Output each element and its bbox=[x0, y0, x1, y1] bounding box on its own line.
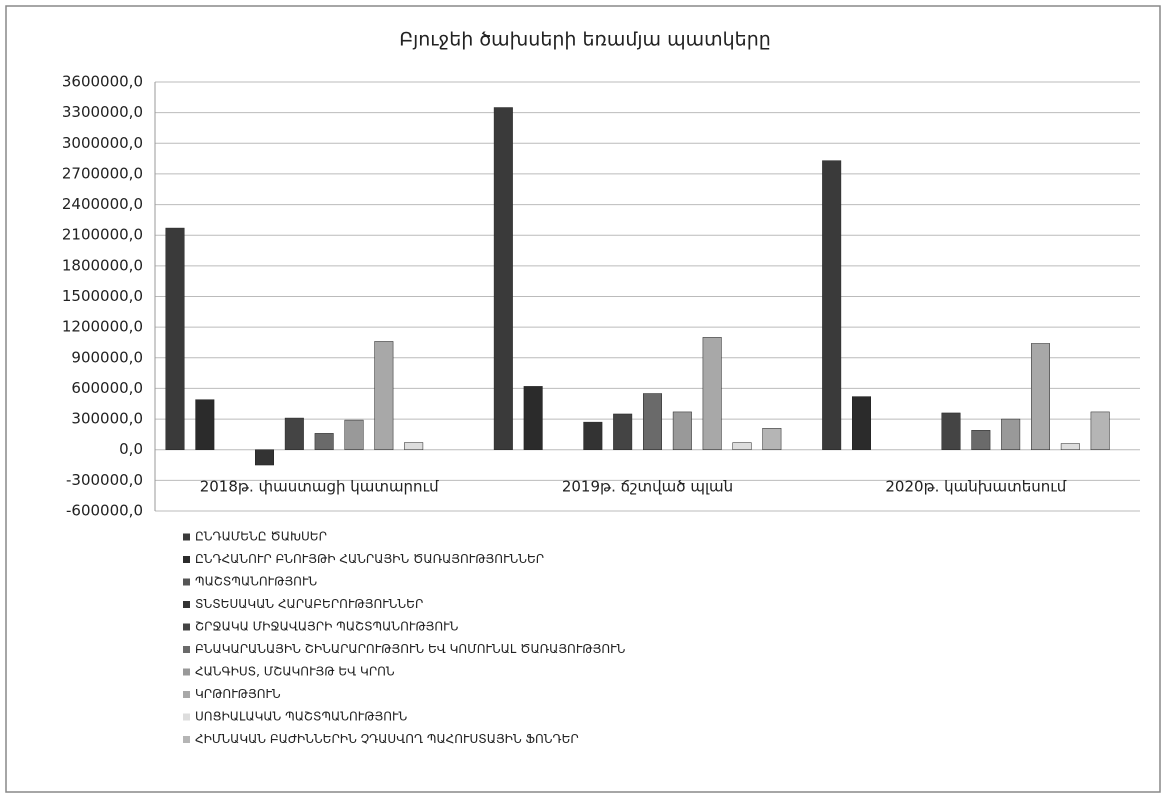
bar bbox=[523, 386, 543, 450]
bar bbox=[643, 393, 662, 450]
legend-swatch bbox=[183, 668, 190, 676]
bar bbox=[732, 442, 752, 450]
y-tick-label: -300000,0 bbox=[66, 471, 143, 489]
legend-swatch bbox=[183, 623, 190, 631]
y-tick-label: -600000,0 bbox=[66, 502, 143, 520]
bar bbox=[583, 421, 603, 450]
chart-border bbox=[5, 5, 1161, 793]
y-tick-label: 300000,0 bbox=[71, 410, 143, 428]
bar bbox=[941, 412, 961, 450]
chart-title: Բյուջեի ծախսերի եռամյա պատկերը bbox=[399, 29, 771, 51]
legend-swatch bbox=[183, 533, 190, 541]
bar bbox=[672, 411, 692, 450]
legend-label: ՏՆՏԵՍԱԿԱՆ ՀԱՐԱԲԵՐՈՒԹՅՈՒՆՆԵՐ bbox=[195, 597, 423, 611]
legend-swatch bbox=[183, 578, 190, 586]
bar bbox=[613, 413, 633, 450]
y-tick-label: 3000000,0 bbox=[62, 134, 143, 152]
legend-label: ԸՆԴԱՄԵՆԸ ԾԱԽՍԵՐ bbox=[195, 530, 327, 544]
legend-label: ԸՆԴՀԱՆՈՒՐ ԲՆՈՒՅԹԻ ՀԱՆՐԱՅԻՆ ԾԱՌԱՅՈՒԹՅՈՒՆՆ… bbox=[195, 552, 544, 566]
bar bbox=[822, 160, 842, 450]
legend-swatch bbox=[183, 736, 190, 743]
x-tick-label: 2020թ. կանխատեսում bbox=[885, 478, 1066, 496]
bar bbox=[374, 341, 394, 450]
bar bbox=[1090, 411, 1110, 450]
legend-label: ՀԱՆԳԻՍՏ, ՄՇԱԿՈՒՅԹ ԵՎ ԿՐՈՆ bbox=[195, 665, 395, 679]
x-tick-label: 2019թ. ճշտված պլան bbox=[562, 478, 733, 496]
bar bbox=[404, 442, 424, 450]
y-tick-label: 3600000,0 bbox=[62, 73, 143, 91]
legend-swatch bbox=[183, 691, 190, 698]
y-tick-label: 600000,0 bbox=[71, 379, 143, 397]
legend-label: ՇՐՋԱԿԱ ՄԻՋԱՎԱՅՐԻ ՊԱՇՏՊԱՆՈՒԹՅՈՒՆ bbox=[195, 620, 459, 634]
bar bbox=[344, 419, 364, 450]
legend-swatch bbox=[183, 646, 190, 653]
bar bbox=[1031, 343, 1050, 450]
y-tick-label: 3300000,0 bbox=[62, 103, 143, 121]
y-tick-label: 2400000,0 bbox=[62, 195, 143, 213]
bar bbox=[314, 433, 334, 450]
x-tick-label: 2018թ. փաստացի կատարում bbox=[200, 478, 439, 496]
legend-label: ԿՐԹՈՒԹՅՈՒՆ bbox=[195, 687, 281, 701]
bar bbox=[852, 396, 871, 450]
y-tick-label: 900000,0 bbox=[71, 348, 143, 366]
legend-swatch bbox=[183, 713, 190, 721]
y-tick-label: 1200000,0 bbox=[62, 318, 143, 336]
bar bbox=[702, 337, 722, 450]
bar bbox=[762, 428, 782, 450]
y-tick-label: 0,0 bbox=[119, 440, 143, 458]
bar bbox=[1001, 418, 1021, 450]
y-tick-label: 1500000,0 bbox=[62, 287, 143, 305]
y-tick-label: 2100000,0 bbox=[62, 226, 143, 244]
legend-label: ՍՈՑԻԱԼԱԿԱՆ ՊԱՇՏՊԱՆՈՒԹՅՈՒՆ bbox=[195, 710, 408, 724]
bar bbox=[165, 227, 185, 450]
legend-swatch bbox=[183, 556, 190, 563]
bar bbox=[971, 430, 991, 450]
bar bbox=[493, 107, 513, 450]
y-tick-label: 1800000,0 bbox=[62, 256, 143, 274]
legend-label: ՀԻՄՆԱԿԱՆ ԲԱԺԻՆՆԵՐԻՆ ՉԴԱՍՎՈՂ ՊԱՀՈՒՍՏԱՅԻՆ … bbox=[195, 732, 579, 746]
y-tick-label: 2700000,0 bbox=[62, 164, 143, 182]
legend-label: ՊԱՇՏՊԱՆՈՒԹՅՈՒՆ bbox=[195, 575, 317, 589]
bar bbox=[1060, 443, 1080, 450]
legend-swatch bbox=[183, 601, 190, 608]
bar bbox=[255, 449, 274, 466]
bar bbox=[195, 399, 215, 450]
legend-label: ԲՆԱԿԱՐԱՆԱՅԻՆ ՇԻՆԱՐԱՐՈՒԹՅՈՒՆ ԵՎ ԿՈՄՈՒՆԱԼ … bbox=[195, 642, 626, 656]
bar bbox=[284, 417, 304, 450]
